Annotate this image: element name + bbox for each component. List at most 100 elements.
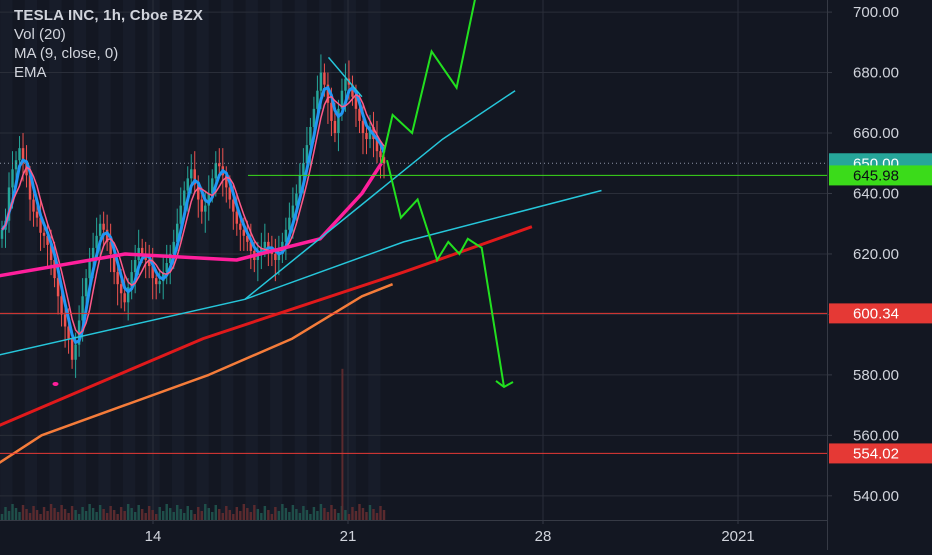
candle-body: [102, 223, 105, 230]
candle-body: [288, 217, 291, 230]
volume-bar: [49, 504, 53, 520]
volume-bar: [326, 512, 330, 520]
volume-bar: [179, 509, 182, 520]
candle-body: [25, 163, 28, 176]
volume-indicator-label[interactable]: Vol (20): [14, 26, 66, 43]
volume-bar: [379, 506, 382, 520]
volume-bar: [144, 513, 147, 520]
volume-bar: [168, 508, 172, 520]
volume-bar: [211, 512, 214, 520]
candle-body: [211, 178, 214, 194]
price-tick-label: 580.00: [853, 367, 899, 384]
volume-bar: [361, 508, 365, 520]
candle-body: [200, 199, 203, 212]
volume-bar: [344, 510, 347, 520]
indicator-lines: [0, 85, 394, 464]
candle-body: [116, 272, 119, 285]
volume-bar: [274, 507, 277, 520]
volume-bar: [91, 508, 95, 520]
volume-bar: [267, 510, 270, 520]
volume-bar: [137, 505, 140, 520]
candle-body: [158, 281, 161, 285]
volume-bar: [133, 512, 137, 520]
candle-body: [368, 126, 372, 140]
candle-body: [28, 175, 32, 200]
volume-bar: [109, 506, 112, 520]
price-label-badge[interactable]: [829, 443, 932, 464]
volume-bar: [161, 511, 165, 520]
volume-bar: [281, 504, 284, 520]
candle-body: [123, 293, 126, 303]
candle-body: [18, 148, 21, 161]
candle-body: [193, 169, 196, 185]
volume-bar: [0, 514, 4, 520]
volume-bar: [102, 509, 105, 520]
candle-body: [302, 163, 305, 176]
volume-bar: [35, 510, 39, 520]
volume-bar: [249, 512, 253, 520]
volume-bar: [112, 510, 116, 520]
time-tick-label: 14: [145, 528, 162, 545]
candle-body: [365, 133, 368, 140]
session-band: [171, 0, 185, 520]
projection-down-path[interactable]: [386, 159, 505, 388]
volume-bar: [130, 508, 133, 520]
price-tick-label: 660.00: [853, 125, 899, 142]
trendline[interactable]: [327, 56, 363, 98]
ema-indicator-label[interactable]: EMA: [14, 64, 47, 81]
candle-body: [21, 148, 25, 164]
candle-body: [284, 229, 288, 242]
candle-body: [358, 108, 361, 121]
volume-spike: [341, 368, 344, 520]
candle-body: [319, 72, 323, 91]
candle-body: [326, 84, 330, 103]
price-label-badge[interactable]: [829, 303, 932, 324]
candle-body: [235, 211, 239, 224]
volume-bar: [18, 512, 21, 520]
trendline[interactable]: [244, 90, 516, 300]
candle-body: [95, 235, 98, 248]
drawings[interactable]: [0, 0, 827, 454]
volume-bar: [165, 504, 168, 520]
volume-bar: [347, 514, 351, 520]
projection-up-path[interactable]: [380, 0, 476, 164]
candle-body: [126, 287, 130, 303]
volume-bar: [88, 504, 91, 520]
volume-bar: [154, 514, 158, 520]
trendline[interactable]: [0, 189, 602, 357]
volume-bar: [158, 507, 161, 520]
candle-body: [361, 120, 365, 134]
candle-body: [88, 260, 91, 279]
ma-indicator-label[interactable]: MA (9, close, 0): [14, 45, 119, 62]
volume-bar: [126, 504, 130, 520]
volume-bar: [46, 511, 49, 520]
candle-body: [246, 235, 249, 242]
arrow-head: [495, 380, 514, 389]
price-label-badge[interactable]: [829, 165, 932, 186]
volume-bar: [277, 511, 281, 520]
time-tick-label: 21: [340, 528, 357, 545]
session-band: [196, 0, 209, 520]
volume-bar: [372, 509, 375, 520]
trendline[interactable]: [0, 225, 533, 433]
volume-bar: [28, 513, 32, 520]
volume-bar: [105, 513, 109, 520]
symbol-title[interactable]: TESLA INC, 1h, Cboe BZX: [14, 7, 204, 24]
volume-bar: [337, 513, 340, 520]
volume-bar: [246, 508, 249, 520]
candle-body: [291, 205, 295, 218]
candle-body: [190, 169, 193, 179]
candle-body: [375, 139, 379, 152]
candle-body: [330, 102, 333, 121]
candle-body: [232, 199, 235, 212]
price-label-text: 600.34: [853, 305, 899, 322]
time-axis[interactable]: 14 21 28 2021: [0, 520, 827, 550]
session-band: [24, 0, 38, 520]
candle-body: [74, 344, 77, 360]
price-axis[interactable]: 700.00680.00660.00640.00620.00600.00580.…: [827, 0, 932, 550]
volume-bar: [309, 514, 312, 520]
candle-body: [312, 108, 316, 127]
volume-bar: [95, 512, 98, 520]
